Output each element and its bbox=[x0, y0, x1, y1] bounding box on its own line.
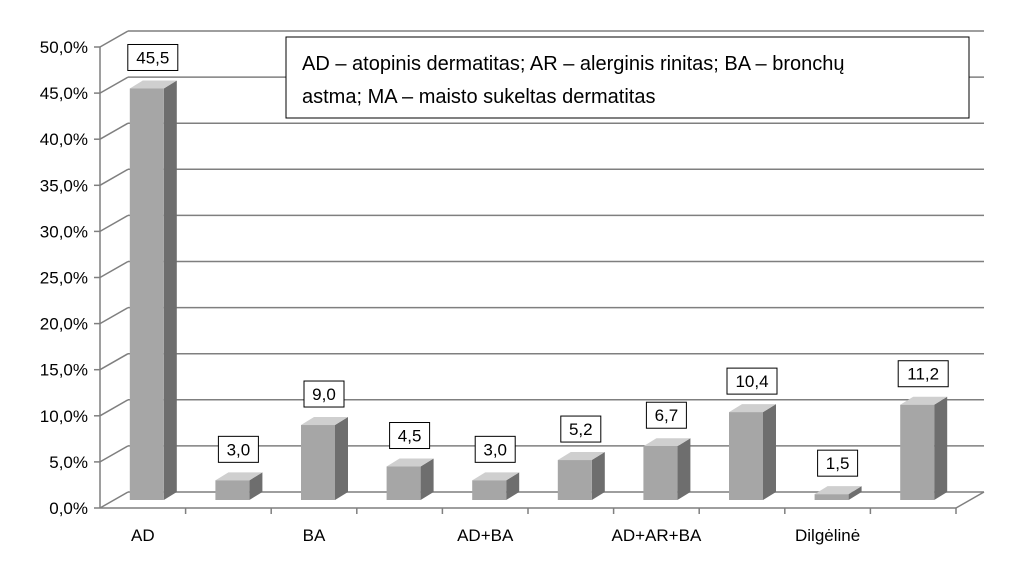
x-tick-label: Dilgėlinė bbox=[795, 526, 860, 545]
bar-top bbox=[386, 458, 434, 467]
bar bbox=[557, 452, 605, 500]
bar bbox=[386, 458, 434, 500]
bar-top bbox=[215, 472, 263, 481]
x-tick-label: AD bbox=[131, 526, 155, 545]
y-tick-label: 30,0% bbox=[40, 222, 88, 241]
side-gridline bbox=[99, 445, 129, 463]
bar bbox=[643, 438, 691, 500]
bar-front bbox=[472, 480, 507, 500]
y-tick-label: 15,0% bbox=[40, 361, 88, 380]
bar bbox=[472, 472, 520, 500]
bar-side bbox=[335, 417, 348, 500]
bar-top bbox=[472, 472, 520, 481]
side-gridline bbox=[99, 353, 129, 371]
bar-front bbox=[129, 88, 164, 501]
data-label-box bbox=[817, 449, 859, 477]
bar-top bbox=[557, 452, 605, 461]
y-tick-label: 10,0% bbox=[40, 407, 88, 426]
bar-front bbox=[557, 460, 592, 500]
bar-top bbox=[129, 80, 177, 89]
side-gridline bbox=[99, 260, 129, 279]
data-label-box bbox=[560, 415, 602, 443]
bar-top bbox=[643, 438, 691, 447]
bar-top bbox=[301, 417, 348, 426]
data-label-box bbox=[389, 422, 431, 450]
bar-side bbox=[163, 80, 177, 501]
bar-front bbox=[814, 494, 849, 500]
bar-front bbox=[900, 404, 935, 500]
side-gridline bbox=[99, 214, 129, 233]
annotation-box: AD – atopinis dermatitas; AR – alerginis… bbox=[285, 36, 970, 119]
bar bbox=[729, 404, 776, 500]
bar-side bbox=[763, 404, 776, 500]
data-label-box bbox=[217, 435, 259, 463]
data-label: 5,2 bbox=[569, 420, 593, 439]
bar bbox=[301, 417, 348, 500]
y-tick-label: 25,0% bbox=[40, 269, 88, 288]
data-label: 9,0 bbox=[312, 385, 336, 404]
y-tick-label: 35,0% bbox=[40, 176, 88, 195]
bar bbox=[129, 80, 177, 501]
data-labels: 45,5 3,0 9,0 4,5 3,0 5,2 6,7 10,4 1,5 11,2 bbox=[127, 43, 949, 477]
bar bbox=[900, 396, 948, 500]
bar-side bbox=[506, 472, 520, 500]
bar-front bbox=[643, 446, 678, 500]
annotation-box-border bbox=[285, 36, 970, 119]
data-label-box bbox=[127, 43, 179, 71]
data-label-box bbox=[303, 380, 345, 408]
x-tick-label: BA bbox=[303, 526, 326, 545]
bar-side bbox=[420, 458, 434, 500]
data-label: 10,4 bbox=[735, 372, 768, 391]
y-tick-label: 50,0% bbox=[40, 38, 88, 57]
data-label: 6,7 bbox=[655, 406, 679, 425]
axes: 0,0% 5,0% 10,0% 15,0% 20,0% 25,0% 30,0% 35,0% 40… bbox=[40, 38, 985, 545]
side-gridline bbox=[99, 168, 129, 186]
y-tick-label: 40,0% bbox=[40, 130, 88, 149]
y-tick-label: 0,0% bbox=[49, 499, 88, 518]
bar-side bbox=[677, 438, 691, 500]
bar-front bbox=[215, 480, 250, 500]
side-gridline bbox=[99, 491, 129, 509]
side-gridline bbox=[99, 399, 129, 417]
bar-front bbox=[729, 412, 763, 500]
bar-top bbox=[729, 404, 776, 413]
bar bbox=[814, 486, 862, 500]
side-gridline bbox=[99, 122, 129, 140]
gridlines bbox=[99, 30, 984, 509]
bar-side bbox=[848, 486, 862, 500]
data-label: 4,5 bbox=[398, 427, 422, 446]
data-label: 11,2 bbox=[907, 365, 939, 384]
data-label-box bbox=[897, 360, 949, 388]
bar-side bbox=[249, 472, 263, 500]
bars bbox=[129, 80, 948, 501]
x-tick-label: AD+BA bbox=[457, 526, 514, 545]
data-label-box bbox=[645, 401, 687, 429]
y-tick-label: 5,0% bbox=[49, 453, 88, 472]
data-label-box bbox=[474, 435, 516, 463]
bar-top bbox=[900, 396, 948, 405]
data-label: 1,5 bbox=[826, 454, 850, 473]
annotation-line-1: AD – atopinis dermatitas; AR – alerginis… bbox=[302, 53, 845, 75]
floor-edge bbox=[955, 491, 985, 509]
bar-front bbox=[301, 425, 335, 500]
data-label: 3,0 bbox=[227, 440, 251, 459]
data-label: 45,5 bbox=[136, 48, 169, 67]
bar-side bbox=[591, 452, 605, 500]
bar-front bbox=[386, 466, 421, 500]
side-gridline bbox=[99, 306, 129, 325]
bar-top bbox=[814, 486, 862, 495]
y-tick-label: 20,0% bbox=[40, 315, 88, 334]
side-gridline bbox=[99, 76, 129, 94]
annotation-line-2: astma; MA – maisto sukeltas dermatitas bbox=[302, 86, 655, 108]
data-label: 3,0 bbox=[483, 440, 507, 459]
data-label-box bbox=[726, 367, 778, 395]
bar-side bbox=[934, 396, 948, 500]
bar bbox=[215, 472, 263, 500]
x-tick-label: AD+AR+BA bbox=[612, 526, 702, 545]
side-gridline bbox=[99, 30, 129, 48]
y-tick-label: 45,0% bbox=[40, 84, 88, 103]
